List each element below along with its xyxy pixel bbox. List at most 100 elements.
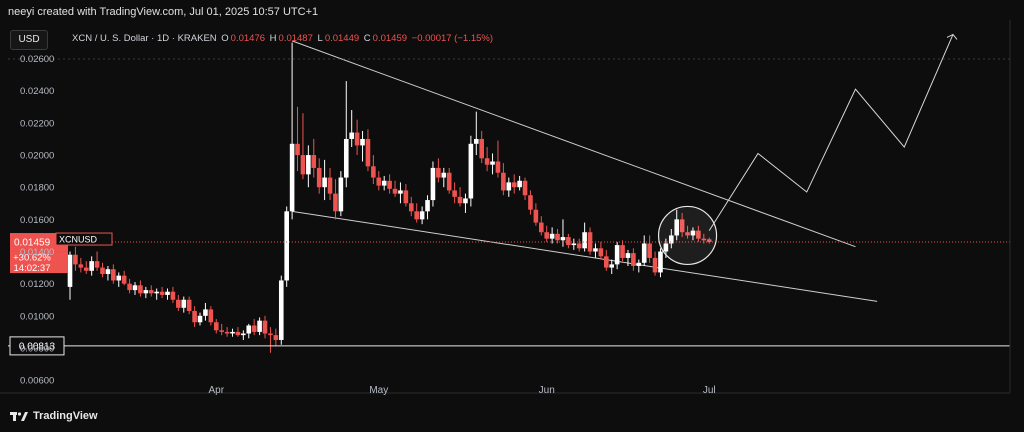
candle-body <box>111 269 116 281</box>
ohlc-high-value: 0.01487 <box>278 33 313 44</box>
candle-body <box>441 172 447 178</box>
candle-body <box>587 232 593 252</box>
y-tick-label: 0.01000 <box>20 311 54 322</box>
candle-body <box>89 261 94 271</box>
candle-body <box>517 180 522 188</box>
tradingview-logo-icon <box>10 412 28 421</box>
candle-body <box>398 190 403 194</box>
candle-body <box>327 177 333 194</box>
candle-body <box>371 166 376 178</box>
symbol-info-line: XCN / U. S. Dollar · 1D · KRAKEN O 0.0147… <box>72 33 495 44</box>
candle-body <box>186 299 192 312</box>
candle-body <box>576 243 582 249</box>
upper-trendline <box>291 40 856 248</box>
candle-body <box>533 209 539 223</box>
candle-body <box>631 253 636 266</box>
candle-body <box>582 232 587 249</box>
candle-body <box>289 143 295 212</box>
ohlc-open-label: O <box>221 33 229 44</box>
candle-body <box>349 132 354 139</box>
candle-body <box>83 267 89 271</box>
y-tick-label: 0.01400 <box>20 247 54 258</box>
candle-body <box>338 177 344 212</box>
price-tag-change: +30.62% <box>13 253 51 264</box>
attribution-text: neeyi created with TradingView.com, Jul … <box>8 6 319 18</box>
candle-body <box>333 193 338 212</box>
candle-body <box>381 180 387 186</box>
candle-body <box>203 309 208 316</box>
candle-body <box>544 232 550 239</box>
candle-body <box>159 291 165 295</box>
candle-body <box>219 330 224 332</box>
candle-body <box>473 138 479 144</box>
candle-body <box>230 331 235 334</box>
candle-body <box>679 219 685 233</box>
candle-body <box>566 237 571 246</box>
y-tick-label: 0.02400 <box>20 86 54 97</box>
price-tag-countdown: 14:02:37 <box>14 263 51 274</box>
candle-body <box>706 239 712 243</box>
candle-body <box>67 254 73 287</box>
highlight-circle <box>657 205 718 266</box>
candle-body <box>674 219 680 236</box>
candle-body <box>636 262 642 266</box>
candle-body <box>360 138 365 146</box>
candle-body <box>316 167 322 188</box>
candle-body <box>522 180 528 196</box>
candle-body <box>105 269 111 275</box>
candle-body <box>571 243 577 246</box>
candle-body <box>614 245 620 265</box>
candle-body <box>278 280 284 340</box>
candle-body <box>484 158 490 165</box>
candle-body <box>192 311 197 323</box>
candle-body <box>463 198 468 204</box>
candle-body <box>273 335 279 340</box>
candle-body <box>403 190 409 204</box>
x-tick-label: Jun <box>539 385 555 396</box>
candle-body <box>73 254 78 265</box>
candle-body <box>425 200 430 212</box>
candle-body <box>165 291 170 295</box>
support-level-badge <box>9 336 65 356</box>
candle-body <box>457 196 463 204</box>
candle-body <box>446 172 452 191</box>
candle-body <box>598 248 604 257</box>
candle-body <box>511 182 517 188</box>
candle-body <box>197 315 203 323</box>
candle-body <box>138 285 143 294</box>
candle-body <box>452 190 457 197</box>
candle-body <box>468 143 474 199</box>
candle-body <box>506 182 512 191</box>
candle-body <box>311 155 317 168</box>
candle-body <box>647 243 652 258</box>
candle-body <box>690 230 696 236</box>
currency-button[interactable]: USD <box>10 30 48 50</box>
candle-body <box>295 143 300 156</box>
candle-body <box>268 333 273 336</box>
candle-body <box>100 267 105 275</box>
candle-body <box>78 264 84 268</box>
candle-body <box>387 180 392 189</box>
candle-body <box>560 237 566 241</box>
symbol-title: XCN / U. S. Dollar · 1D · KRAKEN <box>72 33 217 44</box>
candle-body <box>620 245 625 258</box>
ohlc-low-value: 0.01449 <box>324 33 360 44</box>
candle-body <box>306 155 311 175</box>
y-tick-label: 0.00800 <box>20 343 54 354</box>
candle-body <box>430 167 436 201</box>
candle-body <box>148 290 154 294</box>
projection-arrowhead <box>946 33 958 40</box>
candle-body <box>284 211 289 281</box>
candle-body <box>116 275 122 281</box>
tradingview-logo: TradingView <box>10 410 98 422</box>
y-tick-label: 0.00600 <box>20 376 54 387</box>
y-tick-label: 0.01800 <box>20 183 54 194</box>
candle-body <box>479 138 485 159</box>
candle-body <box>235 331 241 336</box>
candle-body <box>392 188 398 194</box>
candle-body <box>490 161 495 165</box>
ohlc-high-label: H <box>269 33 277 44</box>
candle-body <box>343 138 349 178</box>
price-tag-current <box>10 233 68 252</box>
